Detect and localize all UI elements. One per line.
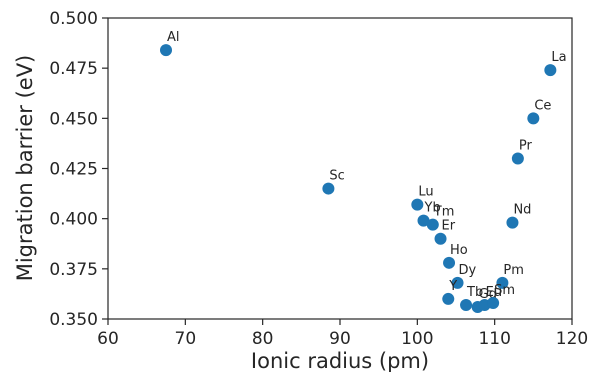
data-point-nd [506, 216, 519, 229]
point-label-ce: Ce [534, 98, 551, 113]
x-tick-label: 70 [175, 329, 197, 349]
x-tick-label: 110 [478, 329, 510, 349]
x-tick-label: 90 [329, 329, 351, 349]
data-point-yb [417, 214, 430, 227]
data-point-la [544, 64, 557, 77]
point-label-er: Er [442, 219, 456, 234]
data-point-dy [451, 276, 464, 289]
data-point-al [160, 44, 172, 57]
point-label-sc: Sc [329, 169, 344, 184]
data-point-lu [411, 198, 424, 211]
point-label-ho: Ho [450, 243, 468, 258]
data-point-tm [426, 218, 439, 231]
x-tick-label: 60 [97, 329, 119, 349]
point-label-al: Al [167, 30, 180, 45]
data-point-tb [460, 298, 473, 311]
point-label-la: La [551, 50, 566, 65]
data-point-y [442, 292, 455, 305]
data-point-er [434, 232, 447, 245]
y-tick-label: 0.375 [49, 260, 98, 280]
point-label-tb: Tb [466, 285, 483, 300]
x-axis: 60 70 80 90 100 110 120 [97, 319, 588, 349]
x-tick-label: 100 [401, 329, 433, 349]
data-point-ce [527, 112, 540, 125]
point-label-sm: Sm [494, 283, 515, 298]
y-tick-label: 0.450 [49, 109, 98, 129]
y-tick-label: 0.400 [49, 210, 98, 230]
x-axis-label: Ionic radius (pm) [251, 349, 429, 372]
y-axis: 0.350 0.375 0.400 0.425 0.450 0.475 0.500 [49, 9, 108, 330]
point-label-dy: Dy [459, 263, 477, 278]
y-tick-label: 0.350 [49, 310, 98, 330]
y-tick-label: 0.475 [49, 59, 98, 79]
y-tick-label: 0.500 [49, 9, 98, 29]
point-label-pr: Pr [519, 138, 533, 153]
y-axis-label: Migration barrier (eV) [13, 55, 37, 282]
point-label-eu: Eu [486, 285, 502, 300]
x-tick-label: 80 [252, 329, 274, 349]
point-label-tm: Tm [433, 205, 455, 220]
data-point-sc [322, 182, 335, 195]
data-point-pm [496, 276, 509, 289]
data-point-pr [511, 152, 524, 165]
data-point-sm [487, 296, 500, 309]
point-label-nd: Nd [513, 203, 531, 218]
point-label-lu: Lu [418, 185, 433, 200]
data-point-ho [443, 256, 456, 269]
point-label-y: Y [448, 279, 457, 294]
point-label-yb: Yb [424, 201, 441, 216]
point-label-pm: Pm [503, 263, 524, 278]
y-tick-label: 0.425 [49, 160, 98, 180]
x-tick-label: 120 [556, 329, 588, 349]
